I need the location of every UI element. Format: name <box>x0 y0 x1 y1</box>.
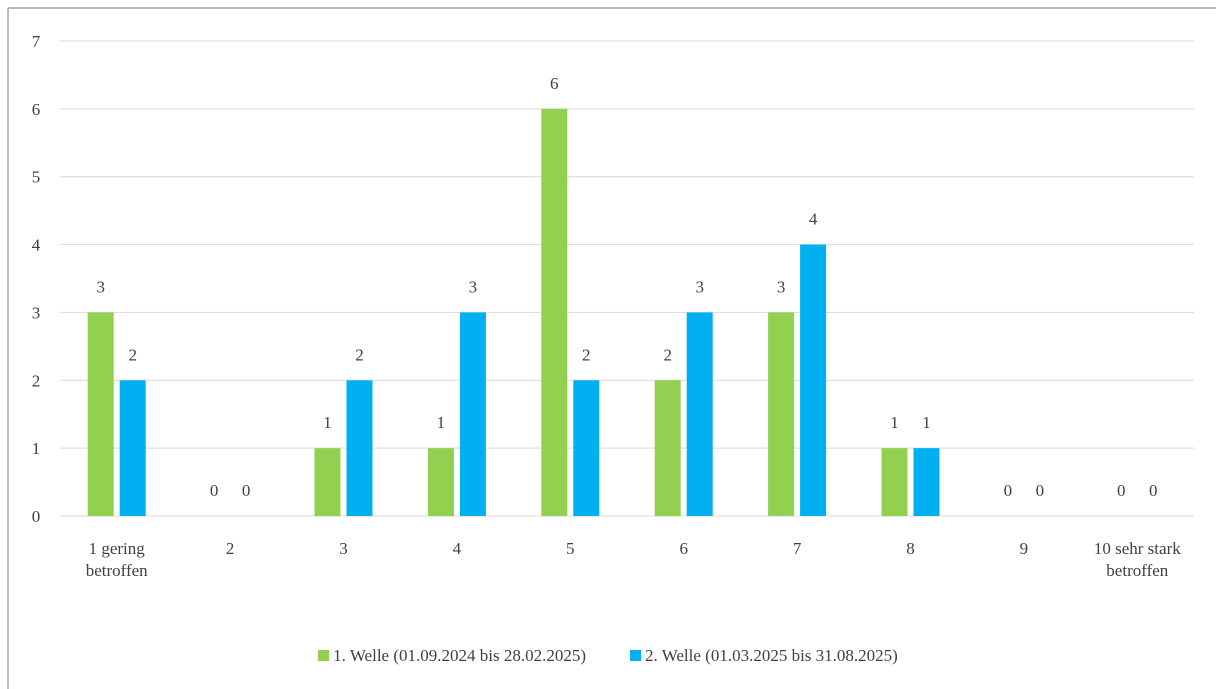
legend-label: 1. Welle (01.09.2024 bis 28.02.2025) <box>333 646 586 665</box>
bar <box>346 380 373 516</box>
x-tick-label: 7 <box>792 539 802 558</box>
legend-item: 2. Welle (01.03.2025 bis 31.08.2025) <box>630 646 898 666</box>
legend-item: 1. Welle (01.09.2024 bis 28.02.2025) <box>318 646 586 666</box>
legend: 1. Welle (01.09.2024 bis 28.02.2025) 2. W… <box>0 646 1216 666</box>
value-label: 2 <box>128 345 137 364</box>
x-tick-label: 8 <box>906 539 915 558</box>
x-tick-label: 5 <box>566 539 575 558</box>
x-tick-label: 1 gering betroffen <box>85 539 148 580</box>
value-label: 6 <box>550 74 559 93</box>
y-tick-label: 0 <box>32 507 41 526</box>
value-label: 0 <box>1036 481 1045 500</box>
bar <box>913 448 940 516</box>
value-label: 3 <box>96 277 105 296</box>
value-label: 0 <box>210 481 219 500</box>
value-label: 0 <box>1149 481 1158 500</box>
value-label: 3 <box>695 277 704 296</box>
y-tick-label: 7 <box>32 32 41 51</box>
bar <box>541 108 568 516</box>
y-tick-label: 5 <box>32 168 41 187</box>
x-tick-label: 10 sehr stark betroffen <box>1093 539 1181 580</box>
value-label: 0 <box>242 481 251 500</box>
bar <box>881 448 908 516</box>
value-label: 0 <box>1004 481 1013 500</box>
legend-swatch <box>318 650 330 661</box>
bar <box>654 380 681 516</box>
bar <box>573 380 600 516</box>
value-label: 2 <box>582 345 591 364</box>
value-label: 2 <box>663 345 672 364</box>
y-tick-label: 1 <box>32 439 41 458</box>
y-tick-label: 2 <box>32 371 41 390</box>
bar <box>686 312 713 516</box>
legend-label: 2. Welle (01.03.2025 bis 31.08.2025) <box>645 646 898 665</box>
value-label: 1 <box>323 413 332 432</box>
value-label: 0 <box>1117 481 1126 500</box>
x-tick-label: 6 <box>679 539 688 558</box>
value-label: 4 <box>809 210 818 229</box>
bar <box>768 312 795 516</box>
x-tick-label: 9 <box>1019 539 1029 558</box>
y-tick-label: 3 <box>32 303 41 322</box>
value-label: 1 <box>890 413 899 432</box>
value-label: 2 <box>355 345 364 364</box>
value-label: 3 <box>469 277 478 296</box>
y-tick-label: 4 <box>32 236 41 255</box>
bar <box>87 312 114 516</box>
bar <box>800 244 827 517</box>
y-tick-label: 6 <box>32 100 41 119</box>
value-label: 1 <box>922 413 931 432</box>
x-tick-label: 3 <box>339 539 348 558</box>
bar <box>119 380 146 516</box>
x-tick-label: 2 <box>225 539 235 558</box>
value-label: 1 <box>437 413 446 432</box>
bar <box>459 312 486 516</box>
bar <box>427 448 454 516</box>
bar <box>314 448 341 516</box>
value-label: 3 <box>777 277 786 296</box>
legend-swatch <box>630 650 641 661</box>
x-tick-label: 4 <box>452 539 462 558</box>
